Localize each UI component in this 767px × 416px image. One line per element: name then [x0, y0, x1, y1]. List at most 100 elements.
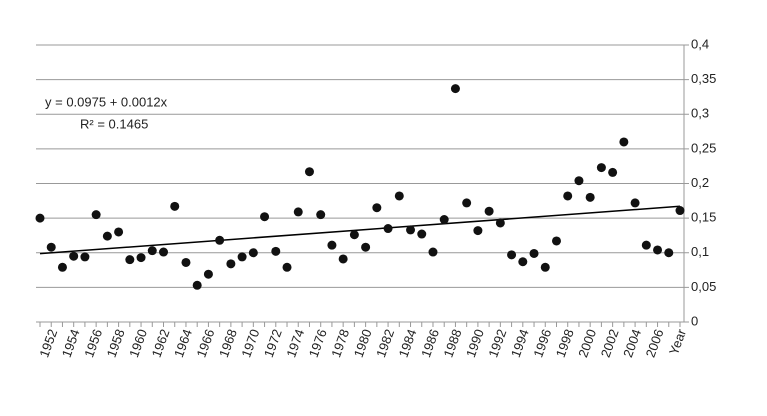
x-tick-label: 1996: [530, 327, 554, 359]
point: [125, 255, 135, 265]
point: [349, 230, 359, 240]
x-tick-label: 1982: [373, 327, 397, 359]
point: [226, 259, 236, 269]
point: [664, 248, 674, 258]
point: [641, 240, 651, 250]
x-tick-label: 1980: [351, 327, 375, 359]
point: [372, 203, 382, 213]
point: [80, 252, 90, 262]
x-tick-label: 1976: [306, 327, 330, 359]
x-tick-label: 1990: [463, 327, 487, 359]
point: [653, 245, 663, 255]
point: [495, 218, 505, 228]
point: [450, 84, 460, 94]
point: [675, 206, 685, 216]
x-tick-label: 2000: [575, 327, 599, 359]
x-tick-label: 1968: [216, 327, 240, 359]
x-tick-label: 1970: [238, 327, 262, 359]
y-tick-label: 0,1: [691, 244, 709, 259]
y-tick-label: 0,35: [691, 71, 716, 86]
x-tick-label: 1964: [171, 327, 195, 359]
point: [417, 229, 427, 239]
point: [585, 192, 595, 202]
r-squared: R² = 0.1465: [80, 116, 148, 131]
x-tick-label: 2006: [643, 327, 667, 359]
point: [608, 167, 618, 177]
point: [338, 254, 348, 264]
point: [237, 252, 247, 262]
x-tick-label: 1984: [396, 327, 420, 359]
point: [394, 191, 404, 201]
x-tick-label: 1988: [441, 327, 465, 359]
y-tick-label: 0,15: [691, 210, 716, 225]
x-tick-label: 1958: [104, 327, 128, 359]
point: [170, 201, 180, 211]
point: [574, 176, 584, 186]
point: [159, 247, 169, 257]
point: [260, 212, 270, 222]
point: [462, 198, 472, 208]
point: [248, 248, 258, 258]
point: [46, 242, 56, 252]
point: [271, 246, 281, 256]
point: [102, 231, 112, 241]
y-tick-label: 0: [691, 313, 698, 328]
point: [114, 227, 124, 237]
x-tick-label: 1954: [59, 327, 83, 359]
x-tick-label: 1998: [553, 327, 577, 359]
y-tick-label: 0,4: [691, 36, 709, 51]
x-tick-label: 1966: [193, 327, 217, 359]
x-tick-label: 1986: [418, 327, 442, 359]
point: [136, 253, 146, 263]
point: [192, 280, 202, 290]
point: [406, 225, 416, 235]
y-tick-label: 0,25: [691, 140, 716, 155]
point: [147, 246, 157, 256]
point: [563, 191, 573, 201]
y-tick-label: 0,05: [691, 279, 716, 294]
x-tick-label: 1972: [261, 327, 285, 359]
point: [293, 207, 303, 217]
x-tick-label: 1994: [508, 327, 532, 359]
point: [35, 213, 45, 223]
point: [596, 163, 606, 173]
y-tick-label: 0,2: [691, 175, 709, 190]
x-tick-label: 1960: [126, 327, 150, 359]
point: [91, 210, 101, 220]
point: [57, 262, 67, 272]
x-tick-label: 1962: [149, 327, 173, 359]
x-tick-label: 1992: [485, 327, 509, 359]
point: [203, 269, 213, 279]
point: [540, 262, 550, 272]
point: [282, 262, 292, 272]
point: [327, 240, 337, 250]
point: [316, 210, 326, 220]
x-tick-label: 1978: [328, 327, 352, 359]
point: [551, 236, 561, 246]
point: [215, 235, 225, 245]
x-tick-label: 1952: [36, 327, 60, 359]
point: [428, 247, 438, 257]
point: [484, 206, 494, 216]
point: [630, 198, 640, 208]
trend-equation: y = 0.0975 + 0.0012x: [45, 94, 168, 109]
point: [69, 251, 79, 261]
point: [529, 248, 539, 258]
point: [619, 137, 629, 147]
x-tick-label: 1956: [81, 327, 105, 359]
y-tick-label: 0,3: [691, 106, 709, 121]
x-tick-label: 2002: [598, 327, 622, 359]
point: [181, 257, 191, 267]
x-tick-label: 1974: [283, 327, 307, 359]
point: [473, 226, 483, 236]
point: [507, 250, 517, 260]
x-tick-label: Year: [666, 326, 689, 356]
point: [304, 167, 314, 177]
trendline: [39, 205, 681, 255]
point: [383, 224, 393, 234]
x-tick-label: 2004: [620, 327, 644, 359]
point: [361, 242, 371, 252]
point: [439, 215, 449, 225]
point: [518, 257, 528, 267]
